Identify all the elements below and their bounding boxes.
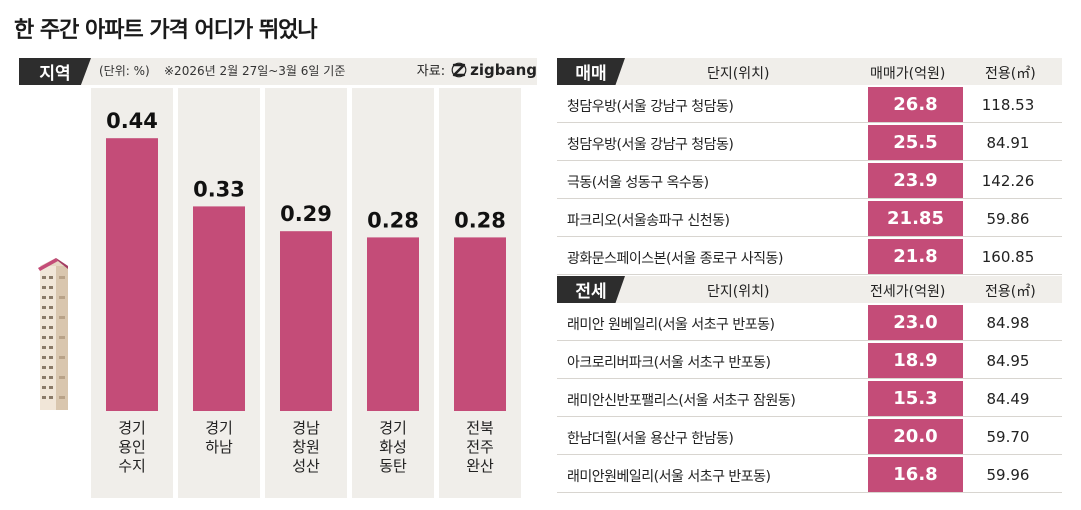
- sale-row: 파크리오(서울송파구 신천동) 21.85 59.86: [557, 201, 1062, 237]
- sale-col-name: 단지(위치): [707, 66, 770, 82]
- jeonse-col-name: 단지(위치): [707, 284, 770, 300]
- jeonse-area: 59.96: [986, 466, 1030, 484]
- jeonse-complex-name: 아크로리버파크(서울 서초구 반포동): [567, 355, 771, 371]
- zigbang-logo-icon: [451, 62, 467, 77]
- zigbang-logo: zigbang: [451, 61, 537, 79]
- jeonse-complex-name: 래미안신반포팰리스(서울 서초구 잠원동): [567, 393, 796, 409]
- bar: [280, 231, 332, 411]
- sale-tag: 매매: [557, 58, 625, 85]
- jeonse-price: 16.8: [868, 457, 963, 492]
- category-label: 경기 하남: [205, 419, 233, 456]
- source-label: 자료: zigbang: [416, 60, 537, 80]
- bar-value-label: 0.33: [193, 177, 245, 201]
- category-label: 경기 화성 동탄: [379, 419, 407, 475]
- sale-price: 26.8: [868, 87, 963, 122]
- region-bar-chart: 0.44 경기 용인 수지 0.33 경기 하남 0.29 경남 창원 성산 0.28 경기 화성 동탄 0.…: [91, 88, 521, 498]
- bar: [367, 237, 419, 411]
- sale-area: 160.85: [981, 248, 1035, 266]
- region-tag: 지역: [19, 58, 91, 85]
- unit-label: (단위: %): [99, 64, 150, 78]
- jeonse-col-price: 전세가(억원): [870, 284, 946, 300]
- jeonse-col-area: 전용(㎡): [985, 284, 1036, 300]
- jeonse-tag: 전세: [557, 276, 625, 303]
- jeonse-price: 20.0: [868, 419, 963, 454]
- bar-value-label: 0.44: [106, 109, 158, 133]
- sale-complex-name: 파크리오(서울송파구 신천동): [567, 213, 730, 229]
- sale-complex-name: 극동(서울 성동구 옥수동): [567, 175, 709, 191]
- jeonse-row: 래미안원베일리(서울 서초구 반포동) 16.8 59.96: [557, 457, 1062, 493]
- sale-complex-name: 광화문스페이스본(서울 종로구 사직동): [567, 251, 783, 267]
- sale-complex-name: 청담우방(서울 강남구 청담동): [567, 137, 734, 153]
- jeonse-area: 84.95: [986, 352, 1030, 370]
- sale-price: 23.9: [868, 163, 963, 198]
- jeonse-row: 아크로리버파크(서울 서초구 반포동) 18.9 84.95: [557, 343, 1062, 379]
- source-name: zigbang: [470, 60, 537, 79]
- bar-value-label: 0.28: [454, 208, 506, 232]
- jeonse-price: 23.0: [868, 305, 963, 340]
- sale-area: 59.86: [986, 210, 1030, 228]
- jeonse-complex-name: 래미안 원베일리(서울 서초구 반포동): [567, 317, 775, 333]
- basis-note: ※2026년 2월 27일~3월 6일 기준: [164, 64, 346, 78]
- region-chart-panel: 지역 (단위: %) ※2026년 2월 27일~3월 6일 기준 자료: zi…: [19, 58, 537, 498]
- source-prefix: 자료:: [416, 64, 446, 79]
- tables-panel: 매매 단지(위치) 매매가(억원) 전용(㎡) 청담우방(서울 강남구 청담동)…: [557, 58, 1062, 498]
- jeonse-row: 래미안신반포팰리스(서울 서초구 잠원동) 15.3 84.49: [557, 381, 1062, 417]
- sale-col-price: 매매가(억원): [870, 66, 946, 82]
- jeonse-area: 84.98: [986, 314, 1030, 332]
- sale-row: 청담우방(서울 강남구 청담동) 26.8 118.53: [557, 87, 1062, 123]
- bar-value-label: 0.29: [280, 202, 332, 226]
- jeonse-price: 15.3: [868, 381, 963, 416]
- jeonse-price: 18.9: [868, 343, 963, 378]
- jeonse-row: 래미안 원베일리(서울 서초구 반포동) 23.0 84.98: [557, 305, 1062, 341]
- category-label: 전북 전주 완산: [466, 419, 494, 475]
- bar: [106, 138, 158, 411]
- jeonse-row: 한남더힐(서울 용산구 한남동) 20.0 59.70: [557, 419, 1062, 455]
- jeonse-area: 84.49: [986, 390, 1030, 408]
- sale-row: 청담우방(서울 강남구 청담동) 25.5 84.91: [557, 125, 1062, 161]
- category-label: 경기 용인 수지: [118, 419, 146, 475]
- sale-row: 광화문스페이스본(서울 종로구 사직동) 21.8 160.85: [557, 239, 1062, 275]
- sale-header: 매매 단지(위치) 매매가(억원) 전용(㎡): [557, 58, 1062, 85]
- sale-price: 21.8: [868, 239, 963, 274]
- sale-price: 21.85: [868, 201, 963, 236]
- apartment-building-icon: [38, 258, 68, 410]
- bar-value-label: 0.28: [367, 208, 419, 232]
- page-title: 한 주간 아파트 가격 어디가 뛰었나: [14, 18, 318, 43]
- sale-area: 142.26: [981, 172, 1035, 190]
- jeonse-complex-name: 한남더힐(서울 용산구 한남동): [567, 431, 734, 447]
- bar: [454, 237, 506, 411]
- bar: [193, 206, 245, 411]
- sale-area: 118.53: [981, 96, 1035, 114]
- sale-complex-name: 청담우방(서울 강남구 청담동): [567, 99, 734, 115]
- category-label: 경남 창원 성산: [292, 419, 320, 475]
- sale-price: 25.5: [868, 125, 963, 160]
- sale-row: 극동(서울 성동구 옥수동) 23.9 142.26: [557, 163, 1062, 199]
- sale-col-area: 전용(㎡): [985, 66, 1036, 82]
- sale-area: 84.91: [986, 134, 1030, 152]
- jeonse-complex-name: 래미안원베일리(서울 서초구 반포동): [567, 469, 771, 485]
- jeonse-area: 59.70: [986, 428, 1030, 446]
- jeonse-header: 전세 단지(위치) 전세가(억원) 전용(㎡): [557, 276, 1062, 303]
